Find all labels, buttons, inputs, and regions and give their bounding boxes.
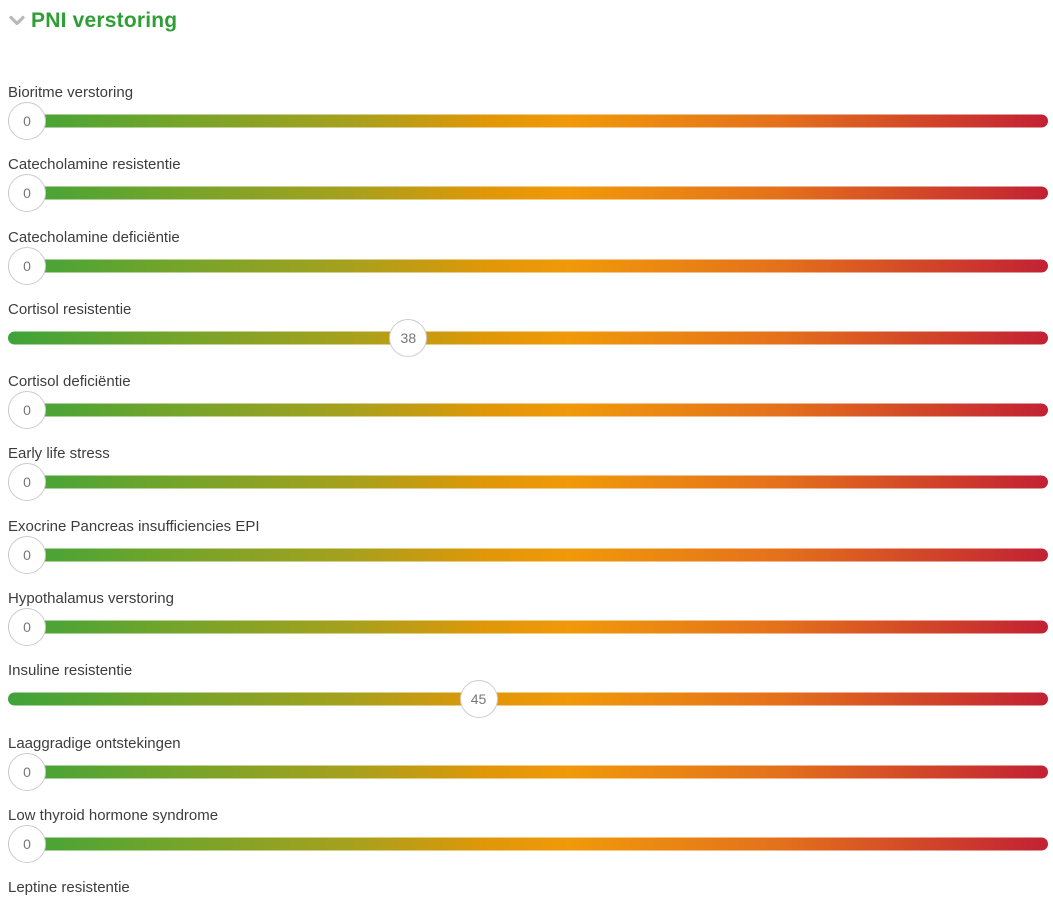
slider: 45	[8, 680, 1048, 719]
slider-label: Laaggradige ontstekingen	[8, 734, 181, 752]
slider-label: Bioritme verstoring	[8, 84, 134, 101]
slider-row: Early life stress 0	[8, 444, 1048, 516]
slider-track[interactable]	[8, 765, 1048, 779]
slider-label: Low thyroid hormone syndrome	[8, 806, 219, 824]
slider: 0	[8, 752, 1048, 791]
slider-label: Catecholamine deficiëntie	[8, 228, 180, 246]
slider: 0	[8, 463, 1048, 502]
slider-list: Bioritme verstoring 0 Catecholamine resi…	[8, 83, 1048, 898]
slider-handle[interactable]: 0	[8, 102, 46, 140]
slider-track[interactable]	[8, 475, 1048, 489]
slider-label: Cortisol deficiëntie	[8, 373, 131, 391]
slider: 0	[8, 824, 1048, 863]
section-header: PNI verstoring	[8, 8, 1048, 34]
slider-row: Laaggradige ontstekingen 0	[8, 734, 1048, 806]
slider: 0	[8, 608, 1048, 647]
slider-row: Low thyroid hormone syndrome 0	[8, 806, 1048, 878]
slider: 0	[8, 246, 1048, 285]
slider-row: Catecholamine resistentie 0	[8, 155, 1048, 227]
slider-handle[interactable]: 0	[8, 608, 46, 647]
slider-value: 45	[470, 691, 487, 708]
slider-track[interactable]	[8, 692, 1048, 706]
slider-value: 0	[23, 619, 31, 636]
slider-handle[interactable]: 0	[8, 391, 46, 430]
slider-value: 0	[23, 113, 31, 129]
slider-row: Cortisol resistentie 38	[8, 300, 1048, 372]
slider-handle[interactable]: 0	[8, 824, 46, 863]
slider-value: 0	[23, 185, 31, 202]
slider-row: Catecholamine deficiëntie 0	[8, 228, 1048, 300]
slider-track[interactable]	[8, 403, 1048, 417]
slider-label: Hypothalamus verstoring	[8, 590, 174, 608]
slider-label: Cortisol resistentie	[8, 300, 132, 318]
slider-handle[interactable]: 38	[389, 318, 428, 357]
slider-handle[interactable]: 45	[459, 680, 498, 719]
slider-track[interactable]	[8, 259, 1048, 273]
slider-value: 0	[23, 546, 31, 563]
slider-track[interactable]	[8, 186, 1048, 200]
slider: 0	[8, 174, 1048, 213]
slider-track[interactable]	[8, 114, 1048, 128]
slider-track[interactable]	[8, 837, 1048, 851]
slider-value: 0	[23, 402, 31, 419]
slider-label: Insuline resistentie	[8, 662, 133, 680]
slider-handle[interactable]: 0	[8, 246, 46, 285]
slider-row: Insuline resistentie 45	[8, 661, 1048, 733]
slider: 38	[8, 318, 1048, 357]
chevron-down-icon[interactable]	[8, 12, 26, 30]
section-title: PNI verstoring	[31, 9, 178, 32]
slider: 0	[8, 391, 1048, 430]
slider-row: Hypothalamus verstoring 0	[8, 589, 1048, 661]
slider-label: Leptine resistentie	[8, 879, 130, 897]
slider-row: Cortisol deficiëntie 0	[8, 372, 1048, 444]
slider: 0	[8, 102, 1048, 140]
slider-handle[interactable]: 0	[8, 535, 46, 574]
slider-label: Early life stress	[8, 445, 110, 463]
slider-value: 0	[23, 835, 31, 852]
slider-value: 38	[400, 329, 417, 346]
slider-row: Bioritme verstoring 0	[8, 83, 1048, 155]
slider: 0	[8, 535, 1048, 574]
slider-track[interactable]	[8, 331, 1048, 345]
slider-handle[interactable]: 0	[8, 463, 46, 502]
slider-track[interactable]	[8, 620, 1048, 634]
slider-handle[interactable]: 0	[8, 174, 46, 213]
slider-label: Exocrine Pancreas insufficiencies EPI	[8, 517, 260, 535]
slider-label: Catecholamine resistentie	[8, 156, 181, 174]
slider-value: 0	[23, 474, 31, 491]
slider-row: Leptine resistentie	[8, 878, 1048, 898]
slider-row: Exocrine Pancreas insufficiencies EPI 0	[8, 517, 1048, 589]
slider-value: 0	[23, 763, 31, 780]
slider-value: 0	[23, 257, 31, 274]
slider-handle[interactable]: 0	[8, 752, 46, 791]
slider-track[interactable]	[8, 548, 1048, 562]
